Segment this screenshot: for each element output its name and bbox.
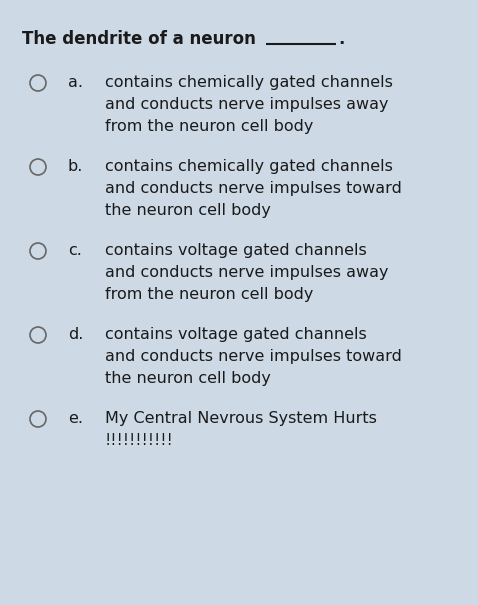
Text: contains chemically gated channels: contains chemically gated channels <box>105 75 393 90</box>
Text: b.: b. <box>68 159 83 174</box>
Text: and conducts nerve impulses toward: and conducts nerve impulses toward <box>105 181 402 196</box>
Text: .: . <box>338 30 344 48</box>
Text: contains chemically gated channels: contains chemically gated channels <box>105 159 393 174</box>
Text: My Central Nevrous System Hurts: My Central Nevrous System Hurts <box>105 411 377 426</box>
Text: and conducts nerve impulses away: and conducts nerve impulses away <box>105 265 389 280</box>
Text: e.: e. <box>68 411 83 426</box>
Text: the neuron cell body: the neuron cell body <box>105 203 271 218</box>
Circle shape <box>30 327 46 343</box>
Text: and conducts nerve impulses away: and conducts nerve impulses away <box>105 97 389 112</box>
Circle shape <box>30 411 46 427</box>
Text: the neuron cell body: the neuron cell body <box>105 371 271 386</box>
Circle shape <box>30 159 46 175</box>
Circle shape <box>30 75 46 91</box>
Text: contains voltage gated channels: contains voltage gated channels <box>105 243 367 258</box>
Circle shape <box>30 243 46 259</box>
Text: c.: c. <box>68 243 82 258</box>
Text: d.: d. <box>68 327 83 342</box>
Text: The dendrite of a neuron: The dendrite of a neuron <box>22 30 256 48</box>
Text: and conducts nerve impulses toward: and conducts nerve impulses toward <box>105 349 402 364</box>
Text: from the neuron cell body: from the neuron cell body <box>105 287 314 302</box>
Text: contains voltage gated channels: contains voltage gated channels <box>105 327 367 342</box>
Text: !!!!!!!!!!!: !!!!!!!!!!! <box>105 433 174 448</box>
Text: from the neuron cell body: from the neuron cell body <box>105 119 314 134</box>
Text: a.: a. <box>68 75 83 90</box>
